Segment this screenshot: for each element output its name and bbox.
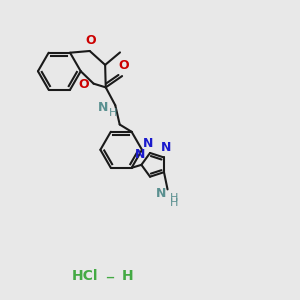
Text: N: N: [161, 141, 172, 154]
Text: O: O: [118, 59, 129, 72]
Text: H: H: [109, 108, 117, 118]
Text: HCl: HCl: [71, 269, 98, 283]
Text: N: N: [156, 188, 167, 200]
Text: H: H: [170, 198, 178, 208]
Text: N: N: [98, 101, 109, 114]
Text: N: N: [135, 148, 145, 161]
Text: O: O: [78, 78, 89, 91]
Text: H: H: [170, 193, 178, 203]
Text: –: –: [105, 267, 114, 285]
Text: O: O: [85, 34, 96, 47]
Text: N: N: [142, 137, 153, 150]
Text: H: H: [122, 269, 134, 283]
